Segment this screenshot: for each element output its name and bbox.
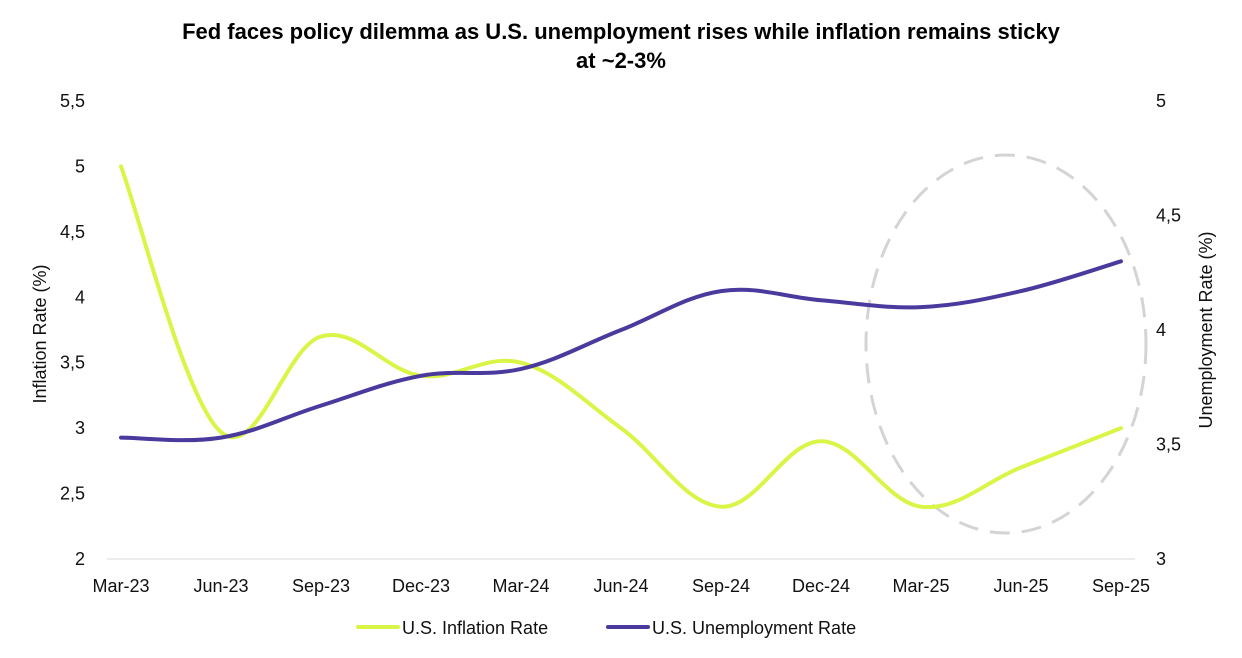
left-tick-label: 3,5 — [60, 353, 85, 373]
left-axis-title: Inflation Rate (%) — [30, 264, 50, 403]
x-tick-label: Sep-25 — [1092, 576, 1150, 596]
left-tick-label: 2,5 — [60, 484, 85, 504]
left-tick-label: 4 — [75, 287, 85, 307]
right-tick-label: 3 — [1156, 549, 1166, 569]
x-tick-label: Dec-23 — [392, 576, 450, 596]
right-tick-label: 5 — [1156, 91, 1166, 111]
x-tick-label: Sep-23 — [292, 576, 350, 596]
x-axis-ticks: Mar-23 Jun-23 Sep-23 Dec-23 Mar-24 Jun-24 Sep-… — [92, 576, 1150, 596]
right-axis-title: Unemployment Rate (%) — [1196, 231, 1216, 428]
right-axis-ticks: 3 3,5 4 4,5 5 — [1156, 91, 1181, 569]
x-tick-label: Mar-25 — [892, 576, 949, 596]
chart-title-line-1: Fed faces policy dilemma as U.S. unemplo… — [182, 19, 1061, 44]
chart-title-line-2: at ~2-3% — [576, 48, 666, 73]
right-tick-label: 4 — [1156, 320, 1166, 340]
left-tick-label: 3 — [75, 418, 85, 438]
x-tick-label: Mar-24 — [492, 576, 549, 596]
left-tick-label: 4,5 — [60, 222, 85, 242]
highlight-ellipse — [864, 153, 1148, 535]
left-tick-label: 5 — [75, 156, 85, 176]
x-tick-label: Dec-24 — [792, 576, 850, 596]
x-tick-label: Jun-23 — [193, 576, 248, 596]
unemployment-series-line — [119, 259, 1123, 443]
inflation-series-line — [119, 164, 1123, 510]
left-tick-label: 5,5 — [60, 91, 85, 111]
legend-label-inflation: U.S. Inflation Rate — [402, 618, 548, 638]
x-tick-label: Jun-24 — [593, 576, 648, 596]
series-layer — [119, 164, 1123, 510]
left-tick-label: 2 — [75, 549, 85, 569]
x-tick-label: Mar-23 — [92, 576, 149, 596]
legend-label-unemployment: U.S. Unemployment Rate — [652, 618, 856, 638]
legend: U.S. Inflation Rate U.S. Unemployment Ra… — [356, 618, 856, 638]
right-tick-label: 3,5 — [1156, 435, 1181, 455]
x-tick-label: Jun-25 — [993, 576, 1048, 596]
right-tick-label: 4,5 — [1156, 206, 1181, 226]
x-tick-label: Sep-24 — [692, 576, 750, 596]
left-axis-ticks: 2 2,5 3 3,5 4 4,5 5 5,5 — [60, 91, 85, 569]
